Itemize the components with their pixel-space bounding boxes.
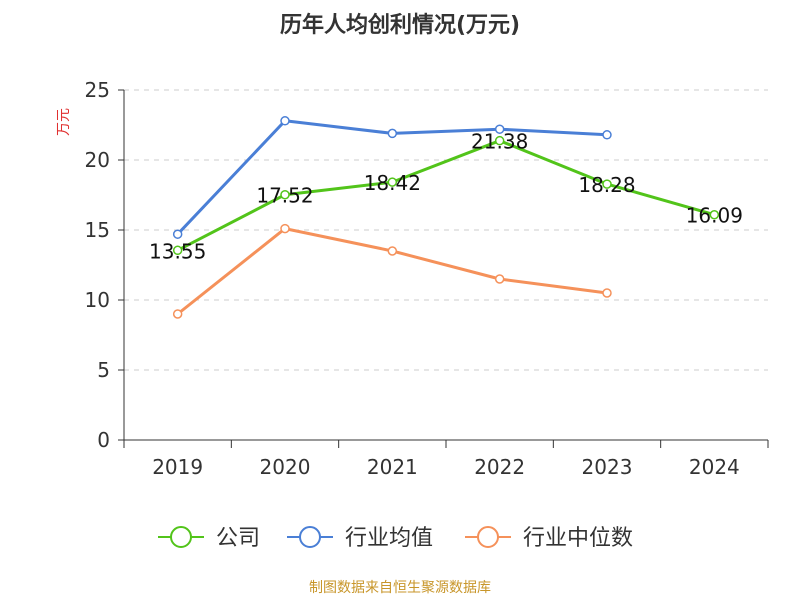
data-point[interactable] bbox=[709, 209, 720, 220]
data-point[interactable] bbox=[494, 124, 505, 134]
data-point[interactable] bbox=[280, 223, 290, 234]
x-tick-label: 2020 bbox=[260, 455, 311, 479]
legend-item-2[interactable]: 行业中位数 bbox=[465, 526, 633, 551]
axes: 0 5 10 15 20 25 2019 2020 2021 2022 2023 2024 bbox=[85, 78, 769, 479]
legend-label: 行业均值 bbox=[345, 526, 433, 551]
x-tick-label: 2019 bbox=[152, 455, 203, 479]
y-tick-label: 0 bbox=[97, 428, 110, 452]
x-tick-label: 2024 bbox=[689, 455, 740, 479]
data-point[interactable] bbox=[387, 246, 398, 256]
y-tick-label: 25 bbox=[85, 78, 110, 102]
legend[interactable]: 公司 行业均值 行业中位数 bbox=[158, 526, 633, 551]
y-tick-label: 20 bbox=[85, 148, 110, 172]
y-axis-label: 万元 bbox=[56, 108, 72, 136]
data-point[interactable] bbox=[602, 288, 612, 298]
data-point[interactable] bbox=[602, 130, 612, 140]
legend-marker bbox=[170, 526, 192, 548]
x-tick-label: 2021 bbox=[367, 455, 418, 479]
data-label: 18.42 bbox=[364, 171, 421, 195]
source-note: 制图数据来自恒生聚源数据库 bbox=[309, 580, 491, 596]
series-line-0 bbox=[176, 139, 715, 252]
data-label: 21.38 bbox=[471, 130, 528, 154]
series-group: 13.55 17.52 18.42 21.38 18.28 16.09 bbox=[149, 116, 743, 319]
data-point[interactable] bbox=[172, 229, 183, 239]
data-point[interactable] bbox=[172, 309, 183, 319]
chart-title: 历年人均创利情况(万元) bbox=[280, 12, 520, 38]
data-point[interactable] bbox=[280, 116, 290, 126]
legend-label: 公司 bbox=[216, 526, 260, 551]
data-label: 13.55 bbox=[149, 239, 206, 263]
legend-marker bbox=[299, 526, 321, 548]
legend-item-0[interactable]: 公司 bbox=[158, 526, 260, 551]
y-tick-label: 5 bbox=[97, 358, 110, 382]
data-point[interactable] bbox=[494, 135, 505, 146]
data-label: 17.52 bbox=[256, 184, 313, 208]
x-tick-label: 2022 bbox=[474, 455, 525, 479]
legend-label: 行业中位数 bbox=[523, 526, 633, 551]
data-point[interactable] bbox=[494, 274, 505, 284]
data-point[interactable] bbox=[387, 128, 398, 139]
data-label: 18.28 bbox=[578, 173, 635, 197]
data-point[interactable] bbox=[387, 177, 398, 187]
series-line-2 bbox=[176, 227, 608, 316]
data-point[interactable] bbox=[172, 245, 183, 256]
y-tick-label: 10 bbox=[85, 288, 110, 312]
data-label: 16.09 bbox=[686, 204, 743, 228]
data-point[interactable] bbox=[280, 189, 290, 200]
legend-marker bbox=[477, 526, 499, 548]
data-point[interactable] bbox=[602, 179, 612, 189]
x-tick-label: 2023 bbox=[582, 455, 633, 479]
y-tick-label: 15 bbox=[85, 218, 110, 242]
legend-item-1[interactable]: 行业均值 bbox=[287, 526, 433, 551]
